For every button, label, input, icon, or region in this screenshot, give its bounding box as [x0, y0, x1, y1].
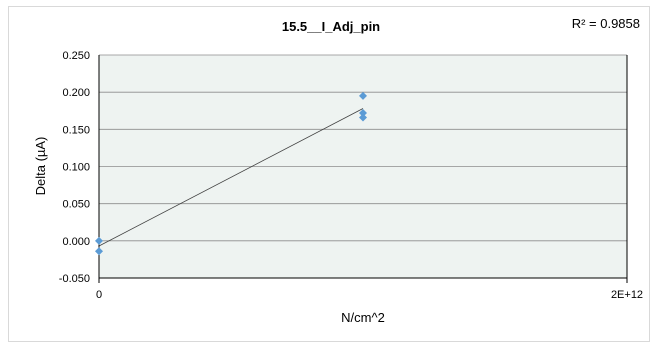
- y-tick-label: 0.200: [62, 87, 90, 99]
- chart-title: 15.5__I_Adj_pin: [282, 19, 380, 34]
- y-tick-label: 0.150: [62, 124, 90, 136]
- r-squared-label: R² = 0.9858: [572, 16, 640, 31]
- data-point: [359, 108, 367, 117]
- y-tick-label: 0.050: [62, 199, 90, 211]
- data-point: [359, 91, 367, 100]
- plot-area: -0.050 0.000 0.050 0.100 0.150 0.200 0.250 0 2E+…: [59, 50, 643, 301]
- trendline: [98, 108, 364, 247]
- x-tick-label: 2E+12: [611, 289, 643, 301]
- y-tick-label: 0.000: [62, 236, 90, 248]
- x-tick-label: 0: [96, 289, 102, 301]
- x-axis-label: N/cm^2: [341, 310, 385, 325]
- y-tick-label: -0.050: [59, 273, 90, 285]
- y-tick-label: 0.250: [62, 50, 90, 62]
- data-point: [95, 247, 103, 256]
- y-tick-label: 0.100: [62, 162, 90, 174]
- data-point: [95, 236, 103, 245]
- y-axis-label: Delta (µA): [33, 137, 48, 196]
- data-point: [359, 113, 367, 122]
